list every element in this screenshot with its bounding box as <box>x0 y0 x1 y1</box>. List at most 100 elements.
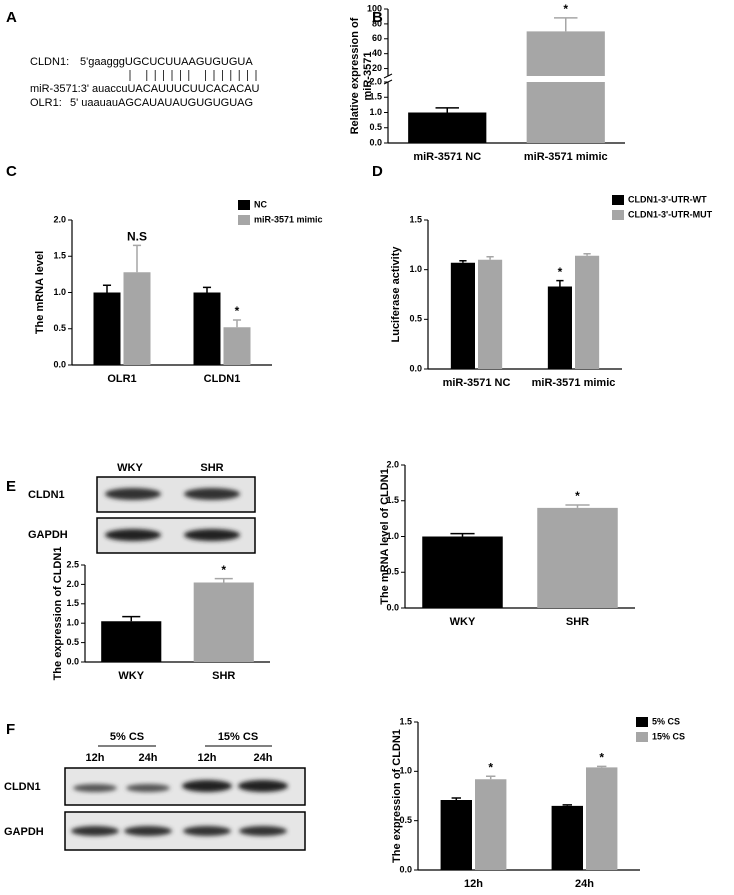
y-tick-label: 0.0 <box>409 363 422 373</box>
y-tick-label: 1.5 <box>386 495 399 505</box>
y-tick-label: 80 <box>372 18 382 28</box>
error-bar <box>485 775 496 780</box>
axis-break <box>383 73 393 79</box>
annotation: * <box>558 265 563 279</box>
y-tick-label: 2.0 <box>369 76 382 86</box>
bar <box>450 262 475 369</box>
y-tick-label: 40 <box>372 48 382 58</box>
y-tick-label: 1.0 <box>53 287 66 297</box>
y-tick-label: 1.5 <box>369 92 382 102</box>
x-tick-label: miR-3571 NC <box>413 151 481 163</box>
error-bar <box>556 279 564 287</box>
y-tick-label: 0.0 <box>399 864 412 874</box>
error-bar <box>562 804 573 806</box>
legend-label: NC <box>254 199 267 209</box>
error-bar <box>565 504 590 508</box>
row-label: GAPDH <box>28 529 68 541</box>
y-tick-label: 1.5 <box>399 716 412 726</box>
row-label: GAPDH <box>4 826 44 838</box>
lane-label: SHR <box>200 462 223 474</box>
error-bar <box>596 765 607 768</box>
y-tick-label: 0.5 <box>369 122 382 132</box>
error-bar <box>554 17 578 32</box>
y-tick-label: 0.0 <box>369 137 382 147</box>
bar <box>475 779 507 870</box>
row-label: CLDN1 <box>4 781 41 793</box>
annotation: N.S <box>127 230 147 244</box>
x-tick-label: miR-3571 mimic <box>524 151 608 163</box>
legend-swatch <box>612 195 624 205</box>
group-label: 15% CS <box>218 731 258 743</box>
lane-label: 12h <box>198 752 217 764</box>
y-tick-label: 0.0 <box>53 359 66 369</box>
annotation: * <box>575 489 580 503</box>
bar <box>422 536 503 608</box>
x-tick-label: CLDN1 <box>204 373 241 385</box>
annotation: * <box>563 2 568 16</box>
error-bar <box>102 284 112 293</box>
error-bar <box>450 532 475 537</box>
y-tick-label: 2.0 <box>66 579 79 589</box>
bar <box>193 582 254 662</box>
panel-letter: B <box>372 9 383 26</box>
legend-swatch <box>238 215 250 225</box>
legend-swatch <box>636 717 648 727</box>
error-bar <box>435 107 459 113</box>
x-tick-label: 12h <box>464 878 483 890</box>
y-tick-label: 2.0 <box>53 214 66 224</box>
bar <box>575 255 600 369</box>
y-tick-label: 0.5 <box>409 314 422 324</box>
bar <box>193 292 221 365</box>
y-tick-label: 1.5 <box>53 251 66 261</box>
error-bar <box>232 319 242 328</box>
error-bar <box>583 253 591 256</box>
bar <box>551 805 583 870</box>
panel-letter: F <box>6 721 15 738</box>
y-tick-label: 0.5 <box>53 323 66 333</box>
y-tick-label: 0.5 <box>399 815 412 825</box>
error-bar <box>132 244 142 273</box>
y-tick-label: 2.0 <box>386 459 399 469</box>
bar <box>440 799 472 870</box>
y-axis-label: The mRNA level <box>34 251 46 334</box>
bar <box>408 112 487 143</box>
sequence: 5'gaagggUGCUCUUAAGUGUGUA <box>80 56 253 68</box>
sequence-label: miR-3571:3' <box>30 83 89 95</box>
lane-label: 24h <box>139 752 158 764</box>
bar <box>547 286 572 369</box>
y-tick-label: 2.5 <box>66 559 79 569</box>
y-tick-label: 0.5 <box>386 567 399 577</box>
error-bar <box>486 256 494 260</box>
blot <box>96 476 256 554</box>
bar <box>586 767 618 870</box>
legend-swatch <box>238 200 250 210</box>
y-tick-label: 100 <box>367 3 382 13</box>
bar <box>526 31 605 143</box>
error-bar <box>122 615 141 622</box>
y-axis-label: The mRNA level of CLDN1 <box>379 468 391 605</box>
annotation: * <box>221 563 226 577</box>
x-tick-label: SHR <box>566 616 589 628</box>
lane-label: 12h <box>86 752 105 764</box>
bar <box>478 259 503 369</box>
bar <box>537 507 618 608</box>
y-tick-label: 20 <box>372 63 382 73</box>
annotation: * <box>235 304 240 318</box>
error-bar <box>451 797 462 800</box>
sequence-label: OLR1: <box>30 97 62 109</box>
y-tick-label: 0.0 <box>386 602 399 612</box>
lane-label: WKY <box>117 462 143 474</box>
x-tick-label: OLR1 <box>107 373 136 385</box>
bar <box>123 272 151 365</box>
sequence: 5' uaauauAGCAUAUAUGUGUGUAG <box>70 97 253 109</box>
y-tick-label: 1.5 <box>409 214 422 224</box>
sequence: auaccuUACAUUUCUUCACACAU <box>92 83 260 95</box>
panel-letter: E <box>6 478 16 495</box>
annotation: * <box>599 751 604 765</box>
panel-letter: C <box>6 163 17 180</box>
blot <box>64 767 306 851</box>
x-tick-label: WKY <box>118 670 144 682</box>
